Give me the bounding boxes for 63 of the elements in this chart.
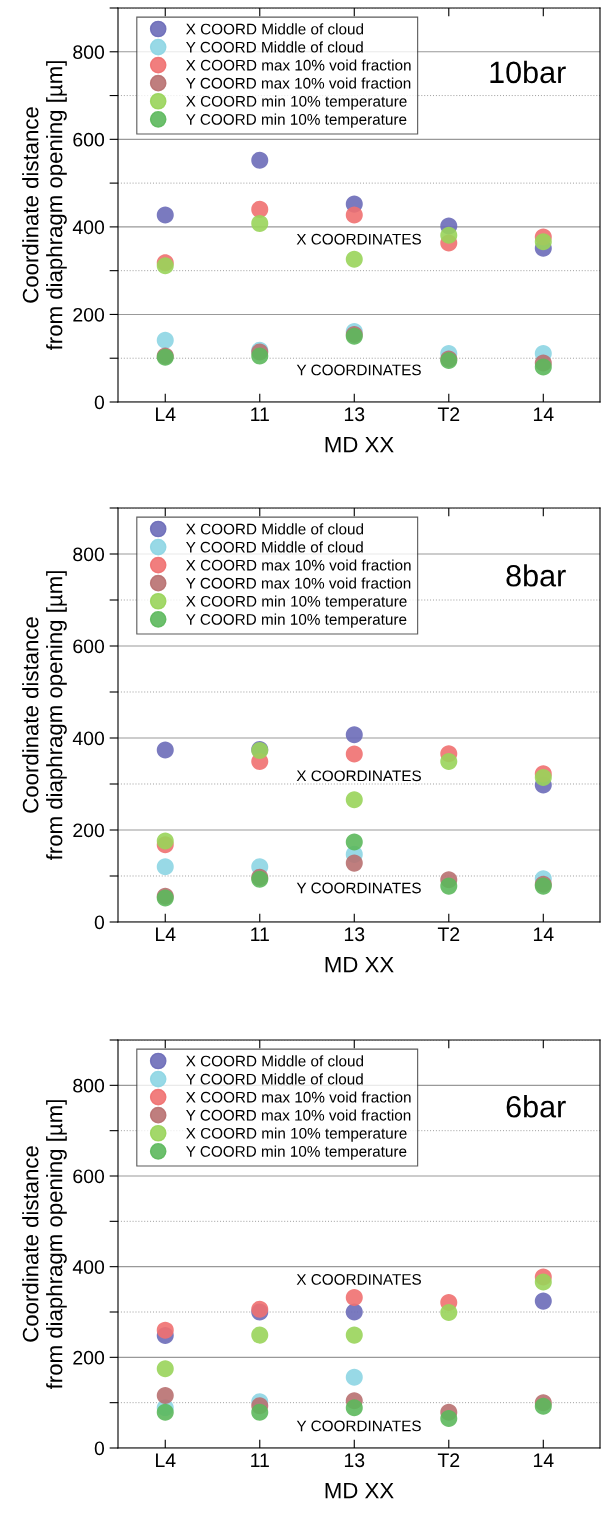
legend-label: Y COORD min 10% temperature xyxy=(186,613,407,628)
x-tick-label: L4 xyxy=(156,927,176,941)
legend-label: Y COORD Middle of cloud xyxy=(186,41,363,53)
y-tick-label: 0 xyxy=(94,915,105,930)
x-tick-label: L4 xyxy=(156,407,176,421)
annotation: Y COORDINATES xyxy=(296,364,421,376)
x-axis-title: MD XX xyxy=(325,956,394,973)
x-axis-title: MD XX xyxy=(325,1482,394,1499)
y-tick-label: 0 xyxy=(94,1441,105,1456)
x-tick-label: T2 xyxy=(437,1453,460,1467)
legend-label: X COORD min 10% temperature xyxy=(186,1127,407,1142)
y-axis-title: Coordinate distance from diaphragm opening [µm] xyxy=(22,61,67,351)
x-tick-label: 13 xyxy=(344,407,365,422)
x-axis-title: MD XX xyxy=(325,436,394,453)
annotation: 8bar xyxy=(506,564,566,587)
annotation: 10bar xyxy=(490,60,566,84)
x-tick-label: 11 xyxy=(251,927,269,941)
y-tick-label: 800 xyxy=(73,1078,105,1093)
legend-label: X COORD Middle of cloud xyxy=(186,523,364,535)
y-tick-label: 400 xyxy=(72,1260,105,1274)
legend-label: Y COORD Middle of cloud xyxy=(186,541,363,553)
y-tick-label: 200 xyxy=(73,307,105,322)
legend-label: X COORD min 10% temperature xyxy=(186,595,407,610)
legend-label: Y COORD max 10% void fraction xyxy=(186,77,411,89)
annotation: 6bar xyxy=(506,1095,566,1118)
legend-label: X COORD Middle of cloud xyxy=(186,1055,364,1067)
legend-label: X COORD max 10% void fraction xyxy=(186,59,411,71)
y-tick-label: 800 xyxy=(73,547,105,562)
y-tick-label: 600 xyxy=(73,132,105,147)
legend-label: X COORD min 10% temperature xyxy=(186,95,407,110)
x-tick-label: 14 xyxy=(533,1453,554,1467)
y-tick-label: 600 xyxy=(73,639,105,654)
x-tick-label: 11 xyxy=(251,407,269,421)
x-tick-label: L4 xyxy=(156,1453,176,1467)
legend-label: Y COORD min 10% temperature xyxy=(186,1145,407,1160)
y-tick-label: 400 xyxy=(72,731,105,746)
x-tick-label: T2 xyxy=(437,407,460,421)
x-tick-label: 11 xyxy=(251,1453,269,1467)
x-tick-label: 13 xyxy=(344,1453,365,1468)
y-axis-title: Coordinate distance from diaphragm opening [µm] xyxy=(22,1100,67,1390)
y-tick-label: 400 xyxy=(72,220,105,235)
y-tick-label: 200 xyxy=(73,1350,105,1365)
annotation: X COORDINATES xyxy=(296,770,421,782)
y-tick-label: 600 xyxy=(73,1169,105,1184)
annotation: Y COORDINATES xyxy=(296,1420,421,1432)
legend-label: X COORD max 10% void fraction xyxy=(186,1091,411,1103)
annotation: Y COORDINATES xyxy=(296,882,421,894)
y-tick-label: 800 xyxy=(73,45,105,60)
legend-label: Y COORD max 10% void fraction xyxy=(186,1109,411,1121)
x-tick-label: 13 xyxy=(344,927,365,942)
y-tick-label: 0 xyxy=(94,395,105,410)
x-tick-label: 14 xyxy=(533,407,554,421)
x-tick-label: T2 xyxy=(437,927,460,941)
y-tick-label: 200 xyxy=(73,823,105,838)
legend-label: X COORD Middle of cloud xyxy=(186,23,364,35)
legend-label: Y COORD Middle of cloud xyxy=(186,1073,363,1085)
legend-label: Y COORD max 10% void fraction xyxy=(186,577,411,589)
x-tick-label: 14 xyxy=(533,927,554,941)
legend-label: Y COORD min 10% temperature xyxy=(186,113,407,128)
y-axis-title: Coordinate distance from diaphragm opening [µm] xyxy=(22,571,67,861)
annotation: X COORDINATES xyxy=(296,233,421,245)
legend-label: X COORD max 10% void fraction xyxy=(186,559,411,571)
annotation: X COORDINATES xyxy=(296,1274,421,1285)
